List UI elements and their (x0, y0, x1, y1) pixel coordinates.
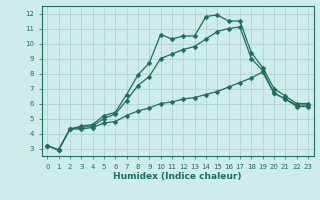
X-axis label: Humidex (Indice chaleur): Humidex (Indice chaleur) (113, 172, 242, 181)
